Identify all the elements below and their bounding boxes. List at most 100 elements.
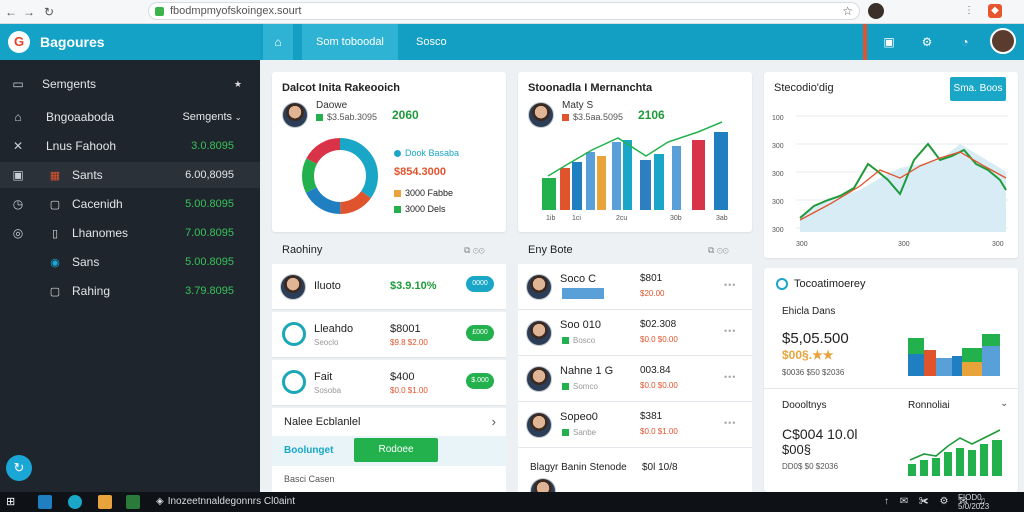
brand-header[interactable]: G Bagoures [0, 24, 260, 60]
sidebar-item-value: 3.0.8095 [191, 140, 234, 152]
trend-line [547, 121, 723, 177]
status-badge[interactable]: £000 [466, 325, 494, 341]
small-value: $00§.★★ [782, 348, 834, 362]
settings-icon[interactable]: ⚙ [921, 35, 933, 49]
list-item[interactable]: Lleahdo Seoclo $8001 $9.8 $2.00 £000 [272, 312, 506, 358]
section-controls[interactable]: ⧉ ⊙⊙ [464, 245, 485, 255]
row-subtitle: Sosoba [314, 386, 342, 395]
forward-button[interactable]: → [23, 5, 35, 19]
status-badge[interactable]: $.000 [466, 373, 494, 389]
monitor-icon: ▭ [12, 77, 24, 91]
sidebar-section-header[interactable]: ▭ Semgents ★ [0, 71, 260, 97]
more-icon[interactable]: ••• [724, 418, 737, 428]
card-title: Dalcot Inita Rakeooich [282, 82, 400, 94]
x-tick-label: 300 [992, 241, 1004, 248]
action-button[interactable]: Sma. Boos [950, 77, 1006, 101]
sidebar-item-value: 5.00.8095 [185, 256, 234, 268]
list-item[interactable]: Soo 010 Bosco $02.308 $0.0 $0.00 ••• [518, 310, 752, 356]
bar [597, 156, 606, 210]
section-label-right[interactable]: Ronnoliai [908, 400, 950, 411]
pin-icon[interactable]: ★ [233, 78, 242, 89]
x-tick-label: 1ib [546, 215, 555, 222]
big-value: C$004 10.0l [782, 426, 858, 442]
more-icon[interactable]: ••• [724, 372, 737, 382]
calendar-icon[interactable]: ▣ [883, 35, 895, 49]
chevron-down-icon[interactable]: ⌄ [1000, 398, 1009, 409]
more-icon[interactable]: ••• [724, 326, 737, 336]
start-icon[interactable]: ⊞ [6, 496, 16, 508]
chat-icon[interactable]: ◔ [961, 35, 969, 49]
reporting-list: Iluoto $3.9.10% 0000 Lleahdo Seoclo $800… [272, 264, 506, 492]
sidebar-item-1[interactable]: ✕ Lnus Fahooh 3.0.8095 [0, 133, 260, 159]
bar [968, 450, 976, 476]
star-icon[interactable]: ☆ [842, 4, 853, 18]
browser-icon[interactable] [68, 495, 82, 509]
refresh-fab-button[interactable]: ↻ [6, 455, 32, 481]
url-text: fbodmpmyofskoingex.sourt [170, 5, 302, 17]
bar [992, 440, 1002, 476]
avatar [526, 320, 552, 346]
main-content: Dalcot Inita Rakeooich Daowe $3.5ab.3095… [260, 60, 1024, 504]
row-value: $8001 [390, 323, 421, 335]
row-subvalue: $9.8 $2.00 [390, 338, 428, 347]
list-item[interactable]: Iluoto $3.9.10% 0000 [272, 264, 506, 310]
list-item[interactable]: Fait Sosoba $400 $0.0 $1.00 $.000 [272, 360, 506, 406]
brand-logo: G [8, 31, 30, 53]
status-badge[interactable]: 0000 [466, 276, 494, 292]
card-title: Tocoatimoerey [794, 278, 866, 290]
sidebar-item-3[interactable]: ◷ ▢ Cacenidh 5.00.8095 [0, 191, 260, 217]
y-tick-label: 300 [772, 199, 784, 206]
home-icon[interactable]: ⌂ [263, 24, 293, 60]
clock[interactable]: F!OD0 5/0/2023 [958, 493, 990, 511]
avatar [282, 102, 308, 128]
sidebar-item-0[interactable]: ⌂ Bngoaaboda Semgents ⌄ [0, 104, 260, 130]
menu-icon[interactable]: ⋮ [964, 5, 974, 16]
tab-secondary[interactable]: Sosco [416, 36, 447, 48]
sidebar-item-2[interactable]: ▣ ▦ Sants 6.00,8095 [0, 162, 260, 188]
sidebar-item-value: Semgents [182, 111, 232, 123]
trend-line [909, 429, 1001, 461]
address-bar[interactable]: fbodmpmyofskoingex.sourt ☆ [148, 2, 860, 20]
bar [956, 448, 964, 476]
reload-button[interactable]: ↻ [43, 5, 55, 19]
footer-button[interactable]: Rodoee [354, 438, 438, 462]
sidebar-header-label: Semgents [42, 77, 97, 91]
x-tick-label: 30b [670, 215, 682, 222]
row-subvalue: $0.0 $0.00 [640, 381, 678, 390]
bar [612, 142, 621, 210]
donut-segment-green [302, 138, 378, 214]
progress-ring [282, 370, 306, 394]
sidebar-item-value: 6.00,8095 [185, 169, 234, 181]
more-icon[interactable]: ••• [724, 280, 737, 290]
sidebar-item-label: Lnus Fahooh [46, 139, 117, 153]
line-chart-card: Stecodio'dig Sma. Boos 100 300 300 300 3… [764, 72, 1018, 258]
bar [560, 168, 570, 210]
section-controls[interactable]: ⧉ ⊙⊙ [708, 245, 729, 255]
bar [908, 354, 924, 376]
user-avatar[interactable] [990, 28, 1016, 54]
sidebar-item-4[interactable]: ◎ ▯ Lhanomes 7.00.8095 [0, 220, 260, 246]
sidebar-item-label: Cacenidh [72, 197, 123, 211]
chevron-right-icon[interactable]: › [491, 414, 496, 429]
sidebar-item-5[interactable]: ◉ Sans 5.00.8095 [0, 249, 260, 275]
sidebar-item-6[interactable]: ▢ Rahing 3.79.8095 [0, 278, 260, 304]
list-item[interactable]: Soco C $801 $20.00 ••• [518, 264, 752, 310]
list-item[interactable]: Nahne 1 G Somco 003.84 $0.0 $0.00 ••• [518, 356, 752, 402]
tab-overview[interactable]: Som toboodal [302, 24, 398, 60]
taskbar-app-icon[interactable] [126, 495, 140, 509]
active-window-title[interactable]: ◈ Inozeetnnaldegonnrs Cl0aint [156, 496, 296, 507]
section-label-left: Doooltnys [782, 400, 827, 411]
small-value: $00§ [782, 442, 811, 457]
extension-icon[interactable]: ◆ [988, 4, 1002, 18]
back-button[interactable]: ← [5, 5, 17, 19]
list-item[interactable]: Sopeo0 Sanbe $381 $0.0 $1.00 ••• [518, 402, 752, 448]
footer-link[interactable]: Boolunget [284, 445, 334, 456]
row-subvalue: $0.0 $1.00 [640, 427, 678, 436]
taskbar-app-icon[interactable] [38, 495, 52, 509]
folder-icon[interactable] [98, 495, 112, 509]
home-icon: ⌂ [14, 110, 22, 124]
profile-avatar[interactable] [868, 3, 884, 19]
legend-item: 3000 Dels [394, 204, 446, 214]
system-tray[interactable]: ↑ ✉ ✀ ⚙ ✉ ♫ [884, 496, 990, 507]
row-value: $3.9.10% [390, 280, 437, 292]
